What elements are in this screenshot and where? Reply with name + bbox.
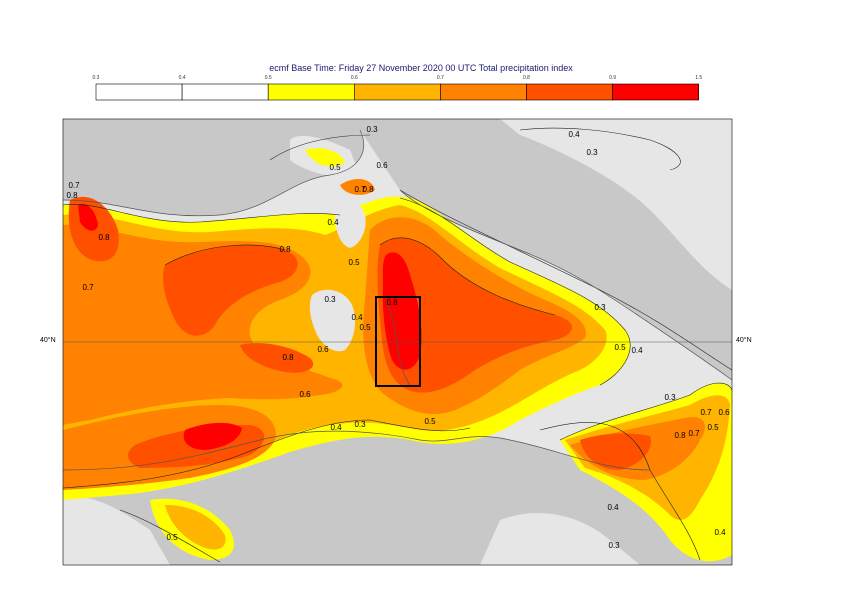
- coastline: [384, 299, 411, 386]
- contour-line: [559, 382, 732, 441]
- contour-label: 0.5: [359, 323, 371, 332]
- contour-line: [399, 197, 631, 386]
- sea-area: [334, 198, 366, 248]
- legend-tick-label: 0.8: [523, 75, 530, 81]
- contour-label: 0.7: [82, 283, 94, 292]
- contour-label: 0.3: [594, 303, 606, 312]
- contour-label: 0.3: [608, 541, 620, 550]
- contour-label: 0.7: [688, 429, 700, 438]
- sea-area: [500, 119, 732, 290]
- coastline: [63, 430, 651, 471]
- contour-label: 0.6: [718, 408, 730, 417]
- precip-zone-09: [183, 422, 242, 450]
- precip-zone-07: [340, 178, 375, 195]
- contour-label: 0.5: [348, 258, 360, 267]
- contour-label: 0.8: [282, 353, 294, 362]
- legend-tick-label: 0.4: [179, 75, 186, 81]
- contour-label: 0.7: [700, 408, 712, 417]
- contour-label: 0.4: [327, 218, 339, 227]
- contour-label: 0.8: [674, 431, 686, 440]
- contour-label: 0.8: [362, 185, 374, 194]
- contour-label: 0.5: [614, 343, 626, 352]
- legend-tick-label: 0.9: [609, 75, 616, 81]
- contour-label: 0.4: [568, 130, 580, 139]
- sea-area: [480, 512, 640, 565]
- contour-label: 0.7: [68, 181, 80, 190]
- contour-line: [63, 419, 471, 489]
- contour-label: 0.3: [664, 393, 676, 402]
- contour-label: 0.3: [366, 125, 378, 134]
- contour-label: 0.7: [354, 185, 366, 194]
- lat-label-right: 40°N: [736, 337, 752, 344]
- precip-zone-08: [580, 433, 651, 470]
- contour-line: [164, 244, 286, 266]
- precip-zone-09: [382, 252, 422, 370]
- map-frame: [62, 118, 733, 566]
- legend-tick-label: 0.7: [437, 75, 444, 81]
- contour-line: [399, 189, 732, 371]
- sea-area: [63, 497, 170, 565]
- contour-line: [119, 509, 221, 563]
- contour-label: 0.4: [714, 528, 726, 537]
- sea-area: [309, 289, 356, 352]
- contour-label: 0.5: [166, 533, 178, 542]
- coastline: [399, 189, 732, 381]
- contour-label: 0.5: [707, 423, 719, 432]
- contour-line: [379, 237, 556, 316]
- coastline: [63, 129, 365, 217]
- legend-swatch: [612, 83, 699, 101]
- precip-zone-06: [165, 505, 226, 550]
- precip-zone-08: [163, 245, 298, 336]
- contour-label: 0.3: [324, 295, 336, 304]
- precip-zone-08: [240, 343, 314, 373]
- legend-tick-label: 0.5: [265, 75, 272, 81]
- contour-label: 0.3: [586, 148, 598, 157]
- contour-label: 0.8: [98, 233, 110, 242]
- focus-box: [375, 296, 421, 387]
- contour-label: 0.8: [279, 245, 291, 254]
- contour-line: [519, 127, 681, 171]
- contour-label: 0.5: [329, 163, 341, 172]
- contour-label: 0.4: [631, 346, 643, 355]
- contour-label: 0.4: [607, 503, 619, 512]
- contour-line: [63, 204, 341, 223]
- precip-zone-05: [305, 148, 345, 167]
- precip-zone-08: [377, 237, 572, 393]
- contour-label: 0.6: [376, 161, 388, 170]
- contour-label: 0.6: [317, 345, 329, 354]
- legend-tick-label: 0.6: [351, 75, 358, 81]
- colour-legend: 0.3 0.4 0.5 0.6 0.7 0.8 0.9 1.5: [93, 75, 702, 101]
- contour-label: 0.4: [351, 313, 363, 322]
- contour-label: 0.3: [354, 420, 366, 429]
- contour-line: [269, 134, 371, 161]
- lat-label-left: 40°N: [40, 337, 56, 344]
- contour-label: 0.6: [299, 390, 311, 399]
- legend-tick-label: 1.5: [695, 75, 702, 81]
- contour-label: 0.5: [424, 417, 436, 426]
- contour-label: 0.4: [330, 423, 342, 432]
- contour-label: 0.8: [386, 298, 398, 307]
- legend-tick-label: 0.3: [93, 75, 100, 81]
- contour-label: 0.8: [66, 191, 78, 200]
- map-title: ecmf Base Time: Friday 27 November 2020 …: [269, 63, 573, 73]
- precip-zone-09: [78, 203, 98, 231]
